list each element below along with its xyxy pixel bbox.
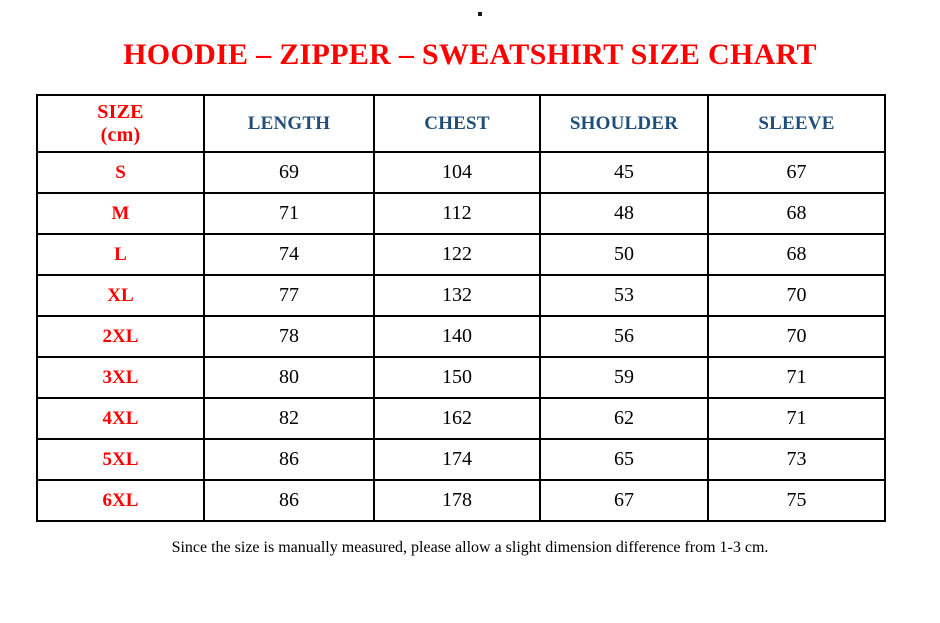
length-cell: 82 xyxy=(203,397,375,440)
sleeve-cell: 71 xyxy=(707,397,886,440)
shoulder-cell: 45 xyxy=(539,151,709,194)
size-chart-body: S 69 104 45 67 M 71 112 48 68 L 74 122 5… xyxy=(36,151,886,522)
size-cell: 6XL xyxy=(36,479,205,522)
length-cell: 71 xyxy=(203,192,375,235)
column-header-length: LENGTH xyxy=(203,94,375,153)
size-header-line2: (cm) xyxy=(100,123,141,146)
length-cell: 86 xyxy=(203,438,375,481)
length-cell: 69 xyxy=(203,151,375,194)
size-cell: 5XL xyxy=(36,438,205,481)
chest-cell: 150 xyxy=(373,356,541,399)
size-cell: 3XL xyxy=(36,356,205,399)
length-cell: 80 xyxy=(203,356,375,399)
shoulder-cell: 59 xyxy=(539,356,709,399)
shoulder-cell: 53 xyxy=(539,274,709,317)
chest-cell: 122 xyxy=(373,233,541,276)
size-cell: S xyxy=(36,151,205,194)
shoulder-cell: 56 xyxy=(539,315,709,358)
column-header-sleeve: SLEEVE xyxy=(707,94,886,153)
artifact-dot xyxy=(478,12,482,16)
shoulder-cell: 62 xyxy=(539,397,709,440)
size-chart-header: SIZE (cm) LENGTH CHEST SHOULDER SLEEVE xyxy=(36,94,886,153)
sleeve-cell: 71 xyxy=(707,356,886,399)
sleeve-cell: 68 xyxy=(707,192,886,235)
column-header-shoulder: SHOULDER xyxy=(539,94,709,153)
size-cell: 4XL xyxy=(36,397,205,440)
table-row-2xl: 2XL 78 140 56 70 xyxy=(36,315,886,358)
shoulder-cell: 50 xyxy=(539,233,709,276)
chest-cell: 178 xyxy=(373,479,541,522)
size-header-line1: SIZE xyxy=(97,100,144,123)
column-header-size: SIZE (cm) xyxy=(36,94,205,153)
table-row-6xl: 6XL 86 178 67 75 xyxy=(36,479,886,522)
length-cell: 86 xyxy=(203,479,375,522)
size-cell: XL xyxy=(36,274,205,317)
shoulder-cell: 65 xyxy=(539,438,709,481)
sleeve-cell: 68 xyxy=(707,233,886,276)
header-row: SIZE (cm) LENGTH CHEST SHOULDER SLEEVE xyxy=(36,94,886,153)
sleeve-cell: 67 xyxy=(707,151,886,194)
table-row-s: S 69 104 45 67 xyxy=(36,151,886,194)
chest-cell: 162 xyxy=(373,397,541,440)
column-header-chest: CHEST xyxy=(373,94,541,153)
table-row-5xl: 5XL 86 174 65 73 xyxy=(36,438,886,481)
sleeve-cell: 70 xyxy=(707,315,886,358)
chest-cell: 112 xyxy=(373,192,541,235)
length-cell: 74 xyxy=(203,233,375,276)
length-cell: 77 xyxy=(203,274,375,317)
table-row-xl: XL 77 132 53 70 xyxy=(36,274,886,317)
size-chart-table: SIZE (cm) LENGTH CHEST SHOULDER SLEEVE S… xyxy=(36,94,886,522)
table-row-4xl: 4XL 82 162 62 71 xyxy=(36,397,886,440)
chest-cell: 104 xyxy=(373,151,541,194)
shoulder-cell: 67 xyxy=(539,479,709,522)
chest-cell: 132 xyxy=(373,274,541,317)
chest-cell: 140 xyxy=(373,315,541,358)
table-row-m: M 71 112 48 68 xyxy=(36,192,886,235)
footnote: Since the size is manually measured, ple… xyxy=(171,539,769,556)
size-cell: 2XL xyxy=(36,315,205,358)
sleeve-cell: 70 xyxy=(707,274,886,317)
size-cell: L xyxy=(36,233,205,276)
chest-cell: 174 xyxy=(373,438,541,481)
shoulder-cell: 48 xyxy=(539,192,709,235)
size-cell: M xyxy=(36,192,205,235)
table-row-3xl: 3XL 80 150 59 71 xyxy=(36,356,886,399)
table-row-l: L 74 122 50 68 xyxy=(36,233,886,276)
length-cell: 78 xyxy=(203,315,375,358)
page-title: HOODIE – ZIPPER – SWEATSHIRT SIZE CHART xyxy=(123,38,817,71)
sleeve-cell: 73 xyxy=(707,438,886,481)
sleeve-cell: 75 xyxy=(707,479,886,522)
